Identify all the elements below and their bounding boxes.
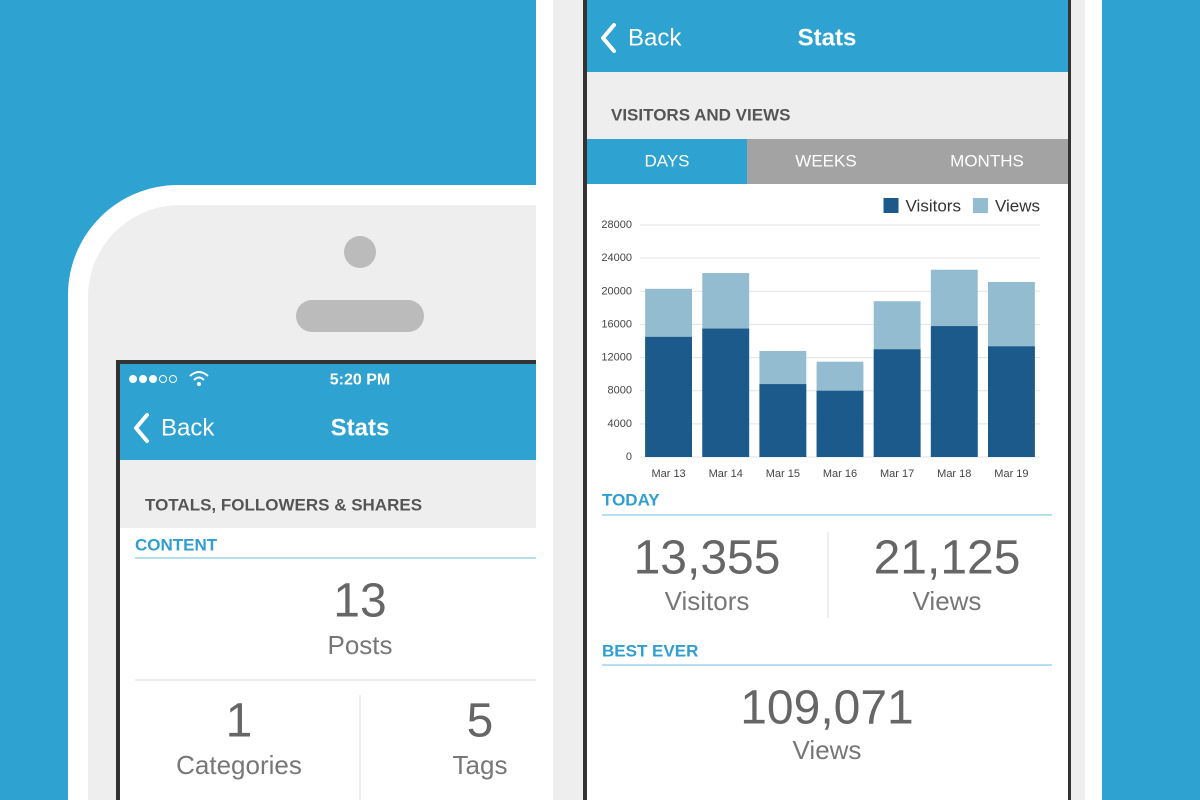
- back-chevron[interactable]: [134, 413, 149, 443]
- y-tick-label: 12000: [601, 352, 632, 364]
- tab[interactable]: [747, 139, 1068, 184]
- section-band: [120, 460, 616, 528]
- back-button[interactable]: Back: [161, 415, 215, 442]
- nav-title: Stats: [331, 415, 390, 442]
- x-tick-label: Mar 13: [651, 468, 685, 480]
- y-tick-label: 8000: [608, 385, 632, 397]
- section-title: VISITORS AND VIEWS: [611, 106, 790, 125]
- x-tick-label: Mar 18: [937, 468, 971, 480]
- back-button[interactable]: Back: [628, 25, 682, 52]
- views-value: 21,125: [874, 532, 1021, 585]
- bar: [816, 390, 864, 457]
- best-heading: BEST EVER: [602, 642, 698, 661]
- y-tick-label: 28000: [601, 219, 632, 231]
- bar: [645, 336, 692, 457]
- x-tick-label: Mar 16: [823, 468, 857, 480]
- y-tick-label: 24000: [601, 252, 632, 264]
- tab-label[interactable]: DAYS: [644, 152, 689, 171]
- y-tick-label: 0: [626, 451, 632, 463]
- bar: [702, 328, 750, 457]
- tab-label[interactable]: MONTHS: [950, 152, 1024, 171]
- x-tick-label: Mar 15: [766, 468, 800, 480]
- wifi-dot: [197, 382, 201, 386]
- tags-value: 5: [467, 695, 494, 748]
- content-heading: CONTENT: [135, 536, 218, 555]
- bar: [988, 346, 1035, 457]
- x-tick-label: Mar 14: [709, 468, 743, 480]
- signal: [129, 375, 177, 383]
- tab[interactable]: [587, 139, 747, 184]
- views-label: Views: [913, 586, 982, 616]
- posts-value: 13: [333, 575, 386, 628]
- chart: 0 4000 8000 12000 16000 20000 24000 28000 Mar 13…: [601, 197, 1040, 480]
- nav-bar: [587, 0, 1068, 72]
- x-tick-label: Mar 19: [994, 468, 1028, 480]
- legend-label: Visitors: [906, 197, 961, 216]
- today-heading: TODAY: [602, 491, 660, 510]
- y-tick-label: 16000: [601, 318, 632, 330]
- wifi-icon: [189, 371, 209, 381]
- y-tick-label: 4000: [608, 418, 632, 430]
- categories-label: Categories: [176, 750, 302, 780]
- best-label: Views: [793, 735, 862, 765]
- bar: [930, 326, 978, 457]
- visitors-label: Visitors: [665, 586, 750, 616]
- speaker: [296, 300, 424, 332]
- bar: [873, 349, 921, 457]
- back-chevron[interactable]: [601, 23, 616, 53]
- tags-label: Tags: [453, 750, 508, 780]
- camera: [344, 236, 376, 268]
- visitors-value: 13,355: [634, 532, 781, 585]
- section-title: TOTALS, FOLLOWERS & SHARES: [145, 496, 422, 515]
- nav-title: Stats: [798, 25, 857, 52]
- legend-label: Views: [995, 197, 1040, 216]
- y-tick-label: 20000: [601, 285, 632, 297]
- legend-swatch: [883, 198, 899, 213]
- bar: [759, 384, 807, 457]
- best-value: 109,071: [740, 682, 914, 735]
- section-band: [587, 72, 1068, 139]
- categories-value: 1: [226, 695, 253, 748]
- status-time: 5:20 PM: [330, 372, 390, 389]
- posts-label: Posts: [327, 630, 392, 660]
- x-tick-label: Mar 17: [880, 468, 914, 480]
- tab-label[interactable]: WEEKS: [795, 152, 856, 171]
- legend-swatch: [972, 198, 988, 213]
